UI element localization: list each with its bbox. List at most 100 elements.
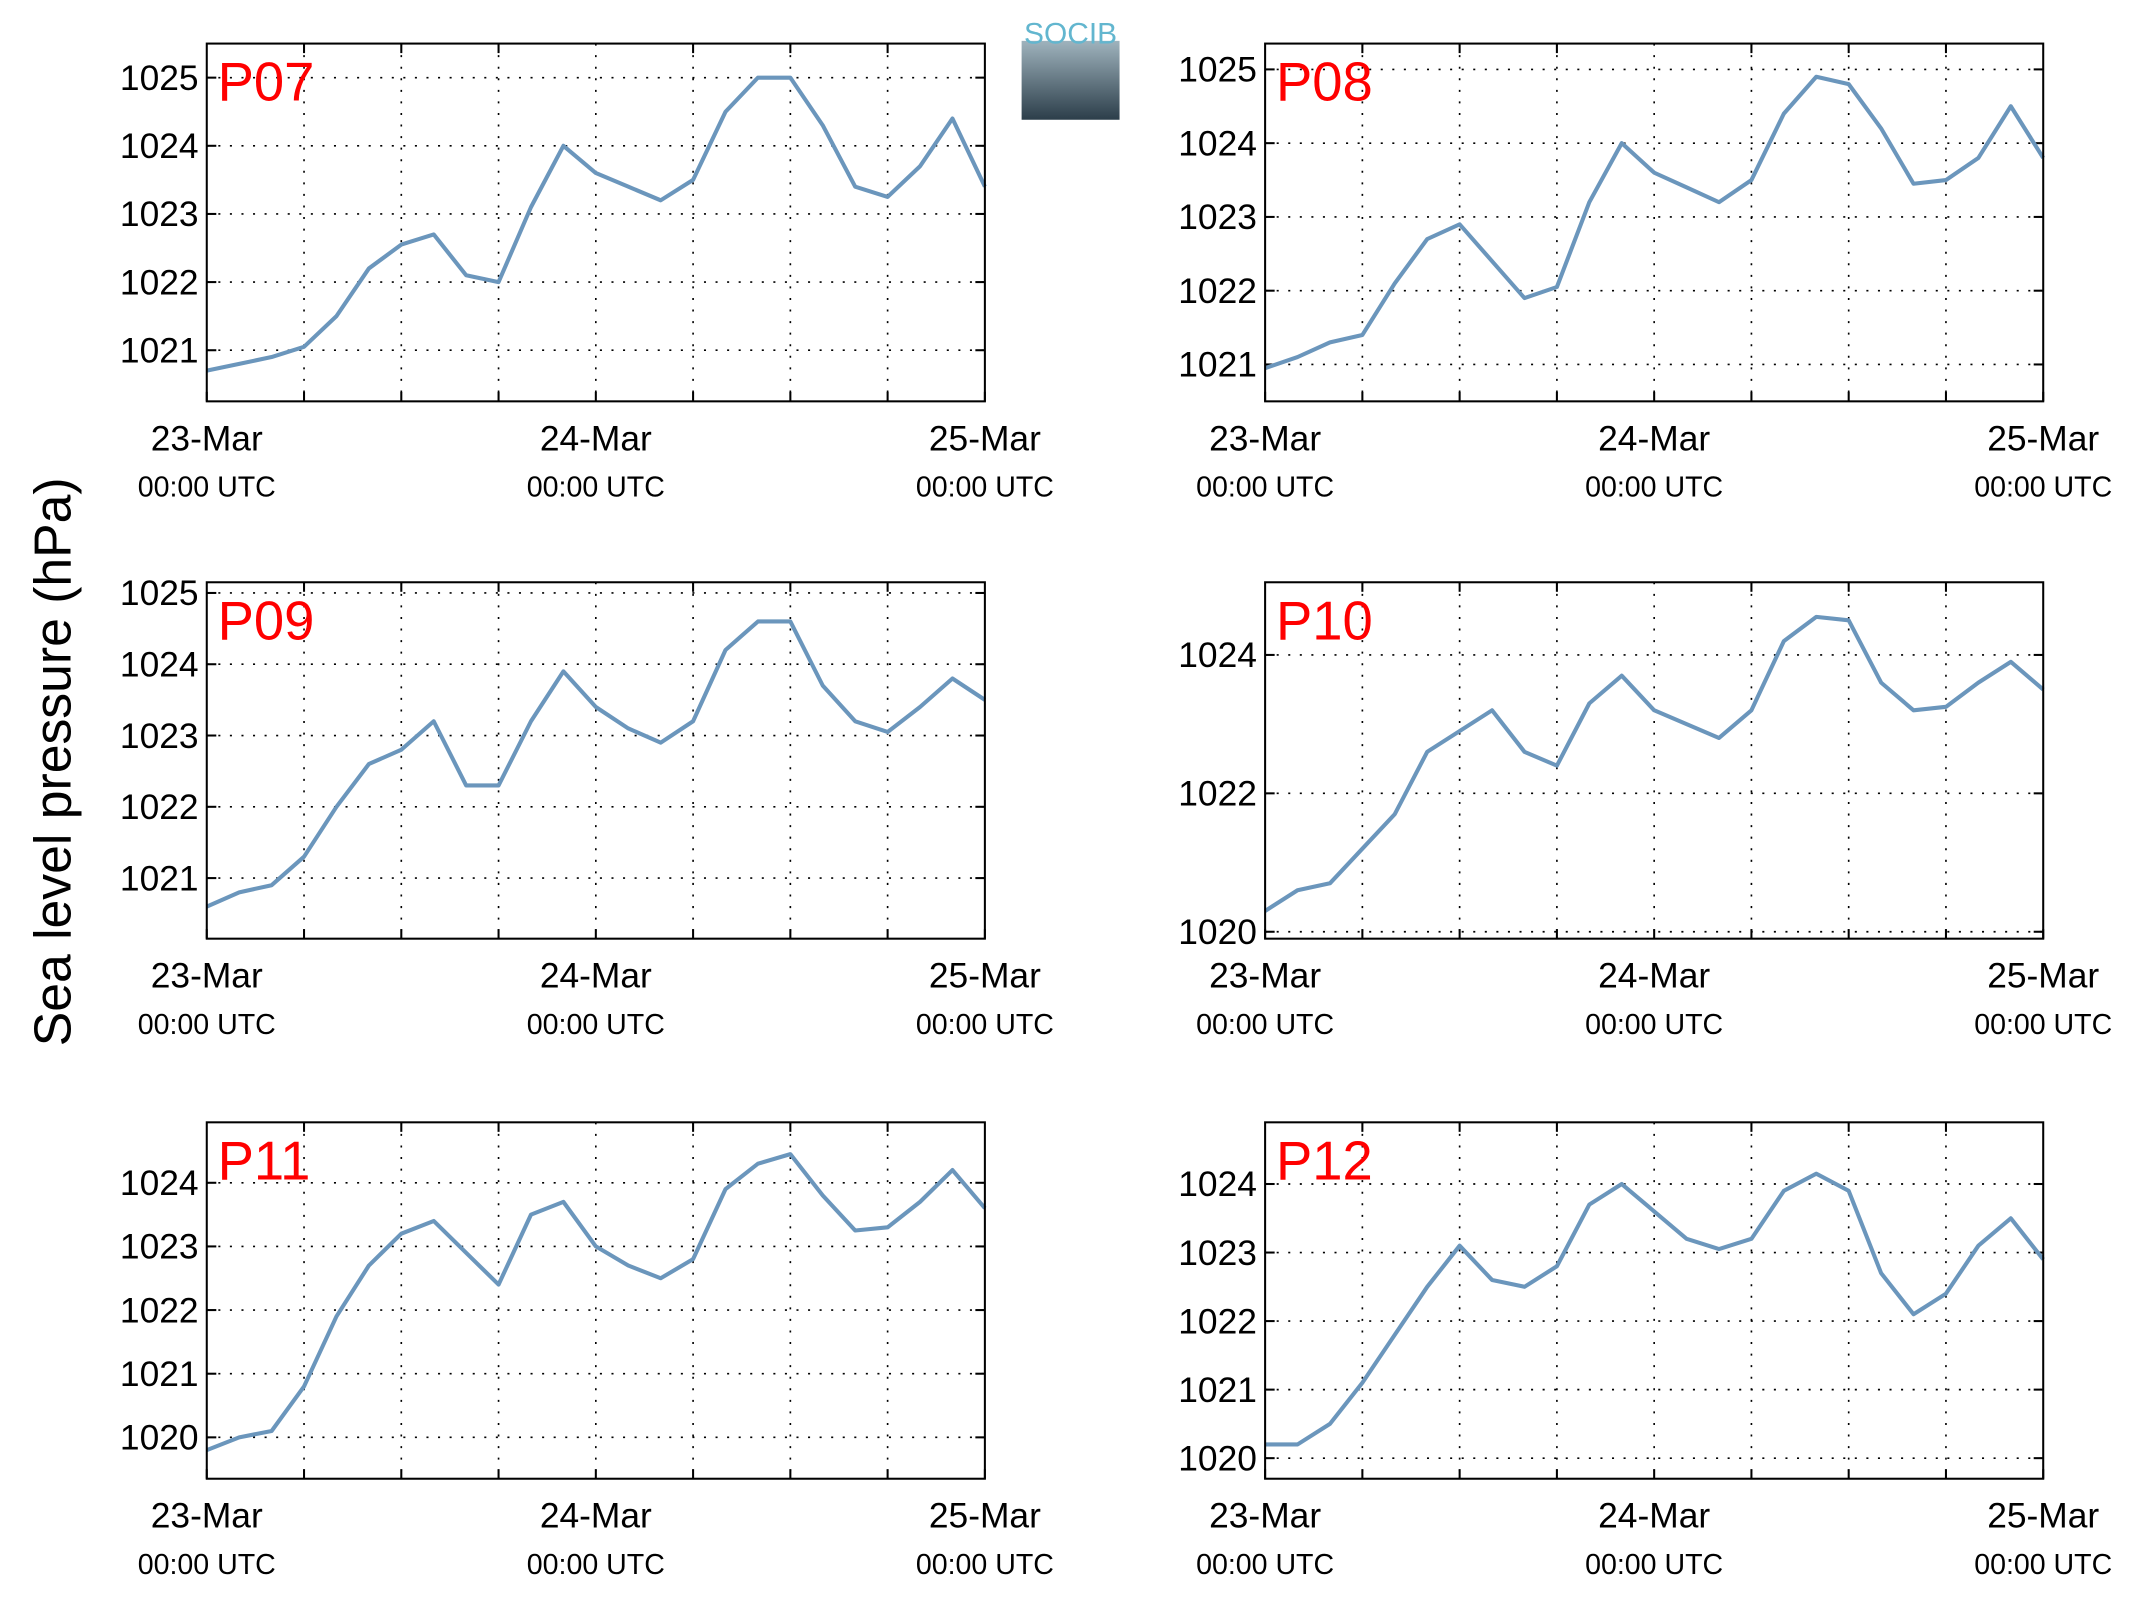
tick-label-line: 24-Mar <box>540 419 652 458</box>
tick-label-line: 24-Mar <box>1598 957 1710 996</box>
tick-label-line: 24-Mar <box>1598 1497 1710 1536</box>
y-tick-label: 1021 <box>1178 346 1257 385</box>
y-tick-label: 1024 <box>120 645 199 684</box>
x-tick-label: 24-Mar 00:00 UTC <box>527 1497 665 1581</box>
plot-area <box>206 582 985 939</box>
tick-label-line: 00:00 UTC <box>138 1009 276 1041</box>
tick-label-line: 00:00 UTC <box>1196 1549 1334 1581</box>
panel-title: P09 <box>218 590 315 651</box>
y-tick-label: 1024 <box>1178 636 1257 675</box>
tick-label-line: 00:00 UTC <box>527 472 665 504</box>
x-tick-label: 23-Mar 00:00 UTC <box>138 1497 276 1581</box>
panel: 1020 1022 1024 23-Mar 00:00 UTC 24-Mar 00:00 U… <box>1178 581 2112 1041</box>
tick-label-line: 00:00 UTC <box>1585 1009 1723 1041</box>
y-tick-label: 1022 <box>120 263 199 302</box>
logo: SOCIB <box>1021 18 1120 120</box>
x-tick-label: 24-Mar 00:00 UTC <box>1585 957 1723 1041</box>
tick-label-line: 24-Mar <box>1598 419 1710 458</box>
y-tick-label: 1020 <box>120 1419 199 1458</box>
y-tick-label: 1022 <box>1178 775 1257 814</box>
x-tick-label: 24-Mar 00:00 UTC <box>527 957 665 1041</box>
x-tick-label: 23-Mar 00:00 UTC <box>138 957 276 1041</box>
y-tick-label: 1024 <box>1178 124 1257 163</box>
y-axis-label: Sea level pressure (hPa) <box>24 477 82 1046</box>
x-tick-label: 25-Mar 00:00 UTC <box>1974 957 2112 1041</box>
tick-label-line: 00:00 UTC <box>916 472 1054 504</box>
x-tick-label: 23-Mar 00:00 UTC <box>1196 419 1334 503</box>
panel-title: P07 <box>218 52 315 113</box>
tick-label-line: 00:00 UTC <box>916 1549 1054 1581</box>
tick-label-line: 00:00 UTC <box>1585 1549 1723 1581</box>
y-tick-label: 1024 <box>1178 1165 1257 1204</box>
plot-frame <box>1264 581 2045 940</box>
tick-label-line: 24-Mar <box>540 957 652 996</box>
series-line <box>1264 614 2045 913</box>
tick-label-line: 23-Mar <box>1209 957 1321 996</box>
y-tick-label: 1025 <box>120 59 199 98</box>
tick-label-line: 25-Mar <box>929 419 1041 458</box>
y-tick-label: 1023 <box>120 1228 199 1267</box>
y-tick-label: 1021 <box>120 1355 199 1394</box>
plot-frame <box>205 42 986 403</box>
logo-box <box>1021 40 1120 120</box>
x-tick-label: 23-Mar 00:00 UTC <box>1196 1497 1334 1581</box>
plot-area <box>1265 582 2044 939</box>
series-line <box>205 619 987 909</box>
x-tick-label: 24-Mar 00:00 UTC <box>1585 1497 1723 1581</box>
y-tick-label: 1022 <box>120 788 199 827</box>
tick-label-line: 00:00 UTC <box>1974 472 2112 504</box>
plot-frame <box>205 1121 986 1480</box>
series-line <box>1264 74 2045 371</box>
tick-label-line: 23-Mar <box>151 419 263 458</box>
tick-label-line: 00:00 UTC <box>138 472 276 504</box>
y-tick-label: 1021 <box>120 331 199 370</box>
plot-area <box>1265 43 2044 402</box>
x-tick-label: 24-Mar 00:00 UTC <box>527 419 665 503</box>
y-tick-label: 1021 <box>1178 1371 1257 1410</box>
x-tick-label: 25-Mar 00:00 UTC <box>1974 1497 2112 1581</box>
tick-label-line: 25-Mar <box>929 957 1041 996</box>
tick-label-line: 00:00 UTC <box>1585 472 1723 504</box>
y-tick-label: 1022 <box>120 1291 199 1330</box>
tick-label-line: 23-Mar <box>151 1497 263 1536</box>
tick-label-line: 25-Mar <box>1987 1497 2099 1536</box>
y-tick-label: 1023 <box>1178 1234 1257 1273</box>
y-tick-label: 1023 <box>120 717 199 756</box>
tick-label-line: 00:00 UTC <box>916 1009 1054 1041</box>
tick-label-line: 00:00 UTC <box>138 1549 276 1581</box>
tick-label-line: 23-Mar <box>1209 419 1321 458</box>
plot-frame <box>205 581 986 940</box>
y-tick-label: 1020 <box>1178 1439 1257 1478</box>
plot-area <box>206 43 985 402</box>
x-tick-label: 25-Mar 00:00 UTC <box>1974 419 2112 503</box>
tick-label-line: 23-Mar <box>151 957 263 996</box>
x-tick-label: 23-Mar 00:00 UTC <box>138 419 276 503</box>
y-tick-label: 1024 <box>120 127 199 166</box>
tick-label-line: 00:00 UTC <box>1196 472 1334 504</box>
panel-title: P11 <box>218 1130 311 1191</box>
panel-title: P10 <box>1276 590 1373 651</box>
x-tick-label: 24-Mar 00:00 UTC <box>1585 419 1723 503</box>
tick-label-line: 25-Mar <box>1987 957 2099 996</box>
y-tick-label: 1020 <box>1178 913 1257 952</box>
tick-label-line: 00:00 UTC <box>527 1549 665 1581</box>
x-tick-label: 25-Mar 00:00 UTC <box>916 1497 1054 1581</box>
series-line <box>206 1152 987 1452</box>
x-tick-label: 23-Mar 00:00 UTC <box>1196 957 1334 1041</box>
series-line <box>1265 1171 2045 1447</box>
tick-label-line: 00:00 UTC <box>1974 1009 2112 1041</box>
tick-label-line: 00:00 UTC <box>1196 1009 1334 1041</box>
x-tick-label: 25-Mar 00:00 UTC <box>916 419 1054 503</box>
panel-title: P12 <box>1276 1130 1373 1191</box>
plot-area <box>1265 1122 2044 1479</box>
tick-label-line: 00:00 UTC <box>1974 1549 2112 1581</box>
tick-label-line: 23-Mar <box>1209 1497 1321 1536</box>
x-tick-label: 25-Mar 00:00 UTC <box>916 957 1054 1041</box>
panel-title: P08 <box>1276 52 1373 113</box>
tick-label-line: 25-Mar <box>1987 419 2099 458</box>
y-tick-label: 1025 <box>120 574 199 613</box>
